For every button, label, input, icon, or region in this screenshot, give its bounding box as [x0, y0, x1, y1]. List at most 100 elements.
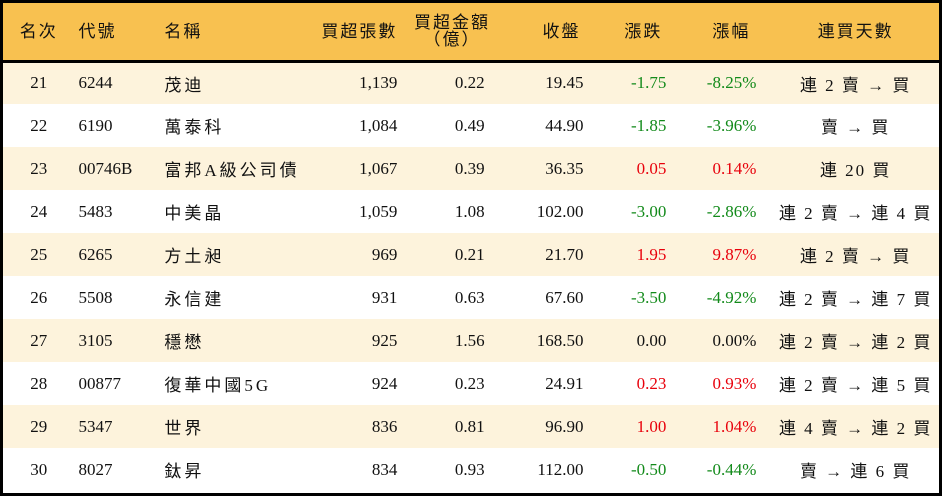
cell-net-buy-amount: 0.93 [397, 448, 498, 491]
cell-change-pct-text: -8.25% [706, 73, 757, 93]
cell-code: 5483 [75, 190, 161, 233]
cell-close: 102.00 [499, 190, 589, 233]
cell-close: 19.45 [499, 61, 589, 104]
cell-code: 00877 [75, 362, 161, 405]
cell-streak: 連 2 賣 → 買 [799, 75, 912, 95]
cell-change-text: 0.05 [636, 158, 667, 178]
cell-close-text: 36.35 [545, 158, 584, 178]
header-code: 代號 [74, 3, 161, 63]
cell-change-pct: -3.96% [680, 104, 772, 147]
cell-net-buy-lots: 836 [371, 416, 398, 436]
cell-close: 24.91 [499, 362, 589, 405]
cell-change-pct-text: -4.92% [706, 287, 757, 307]
cell-change-pct-text: -0.44% [706, 459, 757, 479]
header-net-buy-lots-label: 買超張數 [321, 21, 398, 41]
cell-streak: 連 2 賣 → 連 5 買 [778, 376, 933, 395]
cell-change-pct-text: 0.93% [712, 373, 757, 393]
cell-name: 世界 [160, 405, 309, 448]
cell-streak: 連 2 賣 → 連 4 買 [778, 204, 933, 223]
table-row: 30 8027 鈦昇 834 0.93 112.00 -0.50 -0.44% … [3, 448, 939, 491]
header-change-label: 漲跌 [624, 21, 663, 41]
cell-code-text: 8027 [78, 459, 113, 479]
cell-code-text: 00746B [78, 158, 133, 178]
cell-net-buy-lots: 1,067 [359, 158, 398, 178]
cell-net-buy-amount-text: 0.63 [454, 287, 485, 307]
cell-change-pct-text: 0.00% [712, 330, 757, 350]
cell-change: 0.23 [588, 362, 680, 405]
header-name-label: 名稱 [164, 21, 203, 41]
cell-rank: 24 [30, 201, 48, 221]
cell-net-buy-amount-text: 0.21 [454, 244, 485, 264]
header-change-pct: 漲幅 [680, 3, 773, 63]
cell-rank: 28 [30, 373, 48, 393]
cell-change-pct: 1.04% [680, 405, 772, 448]
cell-net-buy-lots: 1,084 [359, 115, 398, 135]
cell-code: 6265 [75, 233, 161, 276]
cell-close-text: 168.50 [536, 330, 584, 350]
cell-change: 0.00 [588, 319, 680, 362]
cell-code: 3105 [75, 319, 161, 362]
header-net-buy-amount: 買超金額 （億） [397, 3, 499, 63]
cell-rank: 22 [30, 115, 48, 135]
cell-rank: 26 [30, 287, 48, 307]
cell-name: 富邦A級公司債 [160, 147, 309, 190]
cell-name: 方土昶 [160, 233, 309, 276]
cell-change-text: 1.00 [636, 416, 667, 436]
cell-code-text: 6244 [78, 73, 113, 93]
cell-change-pct: -0.44% [680, 448, 772, 491]
cell-change-text: -1.75 [631, 73, 667, 93]
cell-net-buy-lots: 834 [371, 459, 398, 479]
table-row: 22 6190 萬泰科 1,084 0.49 44.90 -1.85 -3.96… [3, 104, 939, 147]
cell-rank: 21 [30, 73, 48, 93]
cell-close: 168.50 [499, 319, 589, 362]
cell-change: -3.00 [588, 190, 680, 233]
cell-net-buy-amount-text: 0.49 [454, 115, 485, 135]
cell-change-text: 0.00 [636, 330, 667, 350]
table-row: 27 3105 穩懋 925 1.56 168.50 0.00 0.00% 連 … [3, 319, 939, 362]
cell-rank: 29 [30, 416, 48, 436]
cell-net-buy-amount: 0.49 [397, 104, 498, 147]
cell-change-text: -0.50 [631, 459, 667, 479]
cell-name: 鈦昇 [160, 448, 309, 491]
header-net-buy-lots: 買超張數 [309, 3, 398, 63]
cell-net-buy-amount: 0.39 [397, 147, 498, 190]
cell-change-pct: 0.00% [680, 319, 772, 362]
cell-close-text: 19.45 [545, 73, 584, 93]
cell-change-pct: 9.87% [680, 233, 772, 276]
cell-close-text: 96.90 [545, 416, 584, 436]
cell-streak: 賣 → 買 [820, 118, 891, 137]
cell-rank: 23 [30, 158, 48, 178]
table-row: 23 00746B 富邦A級公司債 1,067 0.39 36.35 0.05 … [3, 147, 939, 190]
header-change-pct-label: 漲幅 [712, 21, 751, 41]
cell-change-pct-text: 0.14% [712, 158, 757, 178]
cell-streak: 連 2 賣 → 連 2 買 [778, 333, 933, 352]
cell-name: 永信建 [160, 276, 309, 319]
cell-name: 中美晶 [160, 190, 309, 233]
cell-close-text: 102.00 [536, 201, 584, 221]
cell-close: 44.90 [499, 104, 589, 147]
header-streak: 連買天數 [772, 3, 939, 63]
cell-close-text: 21.70 [545, 244, 584, 264]
cell-net-buy-amount-text: 1.08 [454, 201, 485, 221]
cell-code: 8027 [75, 448, 161, 491]
cell-change-text: 1.95 [636, 244, 667, 264]
cell-name-text: 方土昶 [164, 247, 225, 266]
header-code-label: 代號 [78, 21, 117, 41]
cell-name-text: 穩懋 [164, 333, 205, 352]
cell-change-pct-text: -3.96% [706, 115, 757, 135]
table-row: 25 6265 方土昶 969 0.21 21.70 1.95 9.87% 連 … [3, 233, 939, 276]
cell-change-text: 0.23 [636, 373, 667, 393]
cell-net-buy-lots: 931 [371, 287, 398, 307]
header-rank: 名次 [3, 3, 75, 63]
cell-rank: 27 [30, 330, 48, 350]
cell-code: 00746B [75, 147, 161, 190]
cell-net-buy-amount-text: 0.22 [454, 73, 485, 93]
cell-net-buy-amount: 0.22 [397, 61, 498, 104]
cell-net-buy-amount-text: 0.23 [454, 373, 485, 393]
cell-change-text: -3.50 [631, 287, 667, 307]
cell-change-pct: 0.93% [680, 362, 772, 405]
cell-net-buy-amount-text: 1.56 [454, 330, 485, 350]
cell-streak: 賣 → 連 6 買 [799, 462, 912, 481]
cell-name-text: 鈦昇 [164, 462, 205, 481]
cell-net-buy-amount: 0.23 [397, 362, 498, 405]
